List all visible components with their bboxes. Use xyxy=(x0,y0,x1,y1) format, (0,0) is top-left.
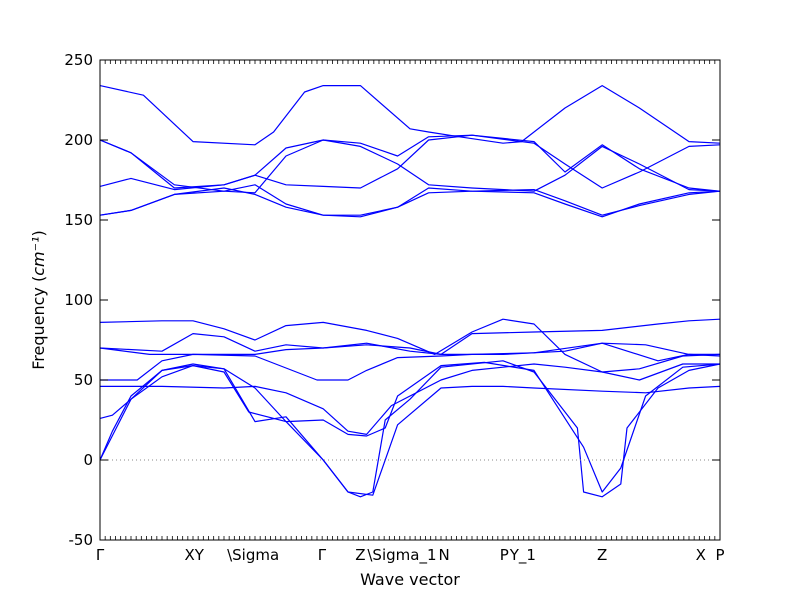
x-axis-label: Wave vector xyxy=(360,570,460,589)
plot-frame xyxy=(99,59,721,541)
x-tick-label: X xyxy=(696,546,706,564)
x-tick-label: \Sigma xyxy=(227,546,279,564)
y-axis-label-close-paren: ) xyxy=(29,230,48,236)
x-tick-label: Γ xyxy=(318,546,327,564)
series-line-4 xyxy=(99,134,721,191)
series-line-9 xyxy=(99,342,720,355)
y-tick-label: 250 xyxy=(64,51,93,69)
y-tick-label: 150 xyxy=(64,211,93,229)
y-tick-label: -50 xyxy=(69,531,94,549)
x-tick-label: \Sigma_1 xyxy=(367,546,436,565)
series-line-8 xyxy=(99,318,721,355)
x-tick-label: XY xyxy=(185,546,205,564)
y-axis-ticks: -50 0 50 100 150 200 250 xyxy=(64,51,720,549)
y-axis-label-open-paren: ( xyxy=(29,276,48,282)
series-line-1 xyxy=(99,84,721,146)
x-tick-label: P xyxy=(715,546,724,564)
series-line-5 xyxy=(99,187,721,216)
x-tick-label: Z xyxy=(597,546,607,564)
series-line-14 xyxy=(99,360,721,498)
series-line-3 xyxy=(99,134,721,192)
x-axis-ticks: Γ XY \Sigma Γ Z \Sigma_1 N P Y_1 Z X P xyxy=(96,60,725,565)
y-axis-label-unit: cm⁻¹ xyxy=(29,237,48,276)
series-line-7 xyxy=(99,318,721,373)
series-line-10 xyxy=(100,342,721,381)
x-tick-label: P xyxy=(500,546,509,564)
y-tick-label: 100 xyxy=(64,291,93,309)
series-lines xyxy=(99,84,721,498)
y-tick-label: 50 xyxy=(74,371,93,389)
x-tick-label: Γ xyxy=(96,546,105,564)
y-tick-label: 200 xyxy=(64,131,93,149)
y-tick-label: 0 xyxy=(83,451,93,469)
series-line-6 xyxy=(99,184,721,218)
y-axis-label: Frequency (cm⁻¹) xyxy=(29,230,48,370)
x-tick-label: Z xyxy=(355,546,365,564)
x-tick-label: N xyxy=(438,546,449,564)
series-line-13 xyxy=(99,361,721,493)
y-axis-label-text: Frequency xyxy=(29,287,48,370)
x-tick-label: Y_1 xyxy=(509,546,536,565)
series-line-11 xyxy=(100,363,720,435)
